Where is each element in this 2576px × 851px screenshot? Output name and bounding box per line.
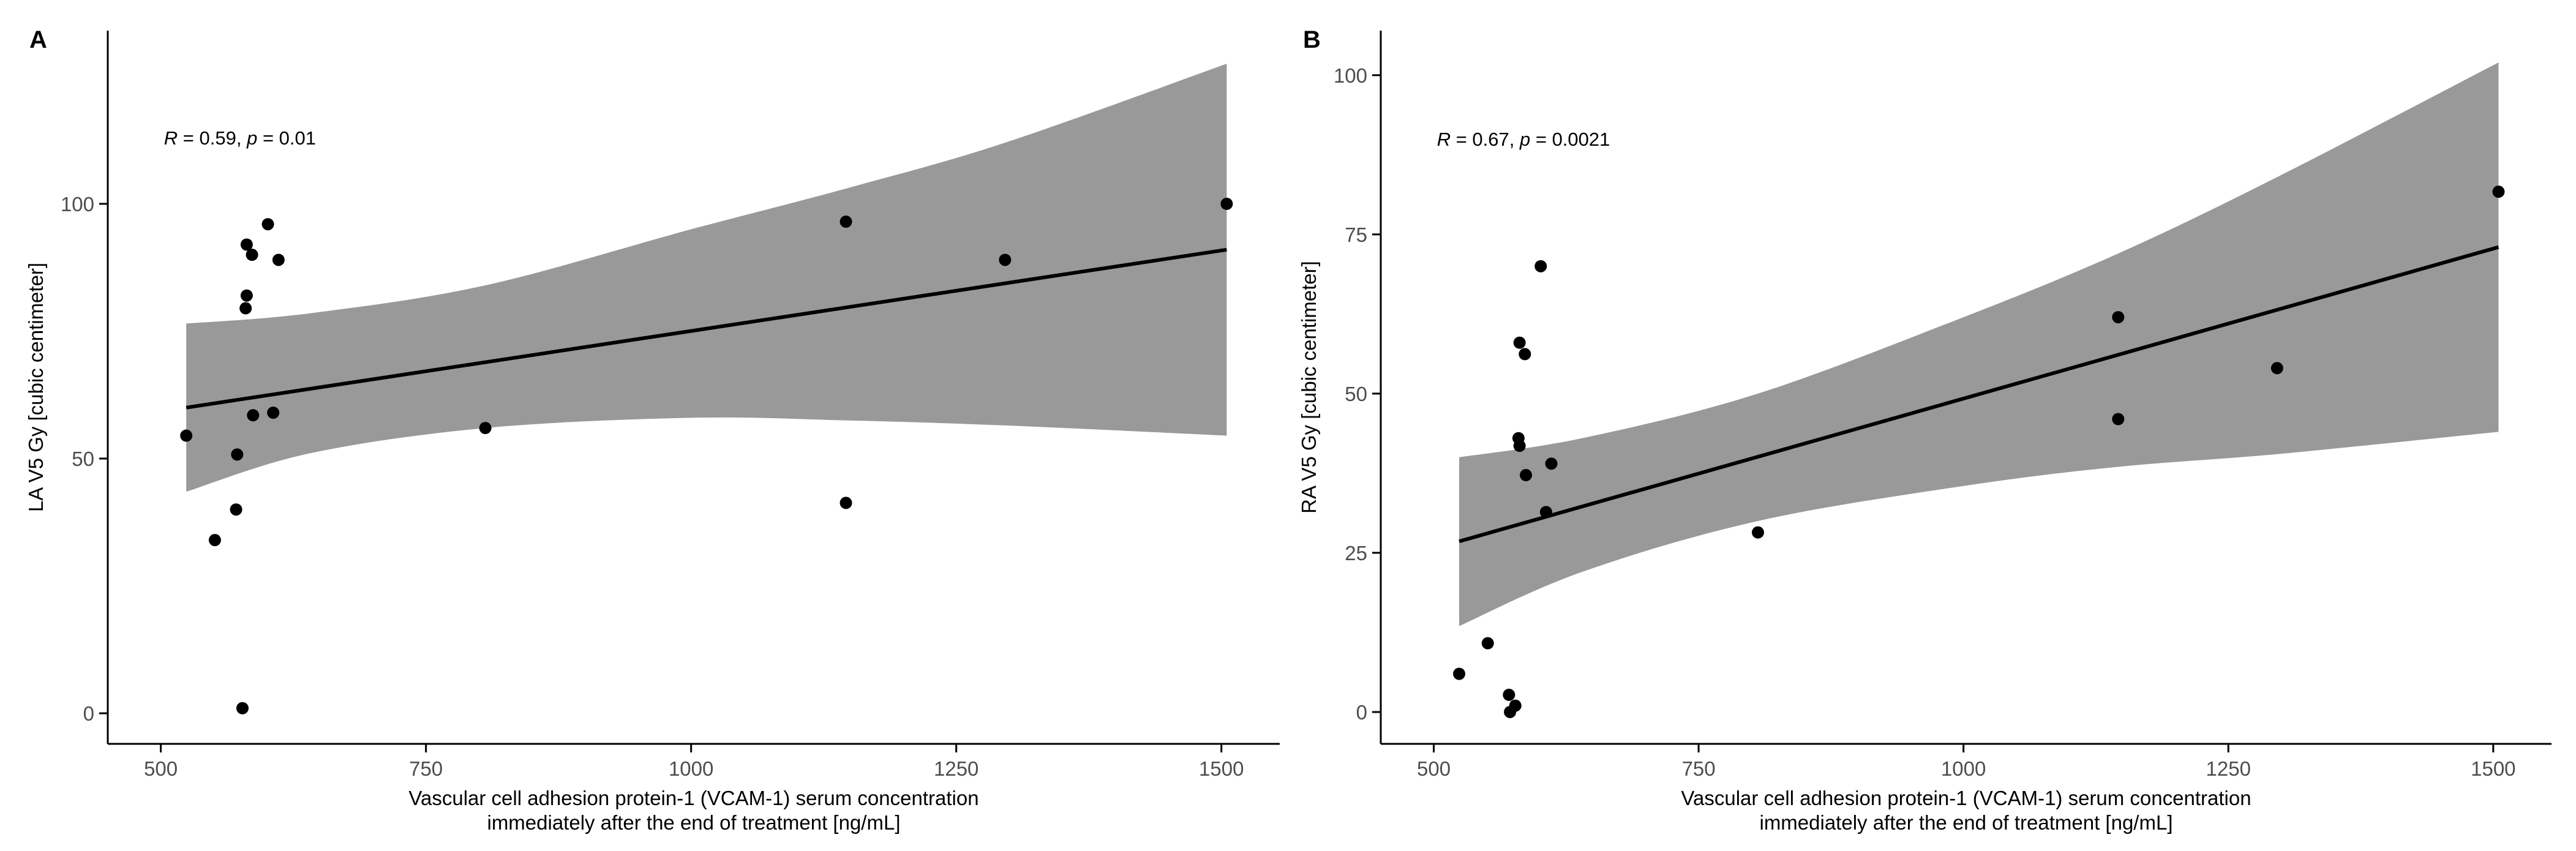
panel-a-data-point-9: [247, 409, 260, 422]
panel-a-confidence-band: [186, 64, 1227, 492]
panel-a-x-axis-title-line2: immediately after the end of treatment […: [487, 811, 900, 834]
panel-b: B 500 750 1000 1250 1500 0 25 50 75 100 R = 0.67,…: [1297, 26, 2552, 834]
panel-a-point-layer: [180, 197, 1233, 714]
panel-a-fit-layer: [186, 247, 1227, 410]
panel-a-data-point-4: [236, 702, 249, 714]
panel-a-x-tick-label-4: 1500: [1199, 757, 1244, 780]
panel-a-data-point-2: [230, 503, 242, 516]
panel-b-y-tick-label-0: 0: [1356, 701, 1367, 724]
panel-a-data-point-10: [261, 218, 274, 231]
panel-a-data-point-13: [479, 422, 492, 435]
panel-b-y-tick-label-3: 75: [1345, 223, 1367, 246]
panel-a-data-point-7: [240, 238, 253, 251]
panel-b-data-point-9: [1520, 469, 1533, 482]
panel-b-x-tick-label-2: 1000: [1941, 757, 1986, 780]
panel-a-regression-line: [186, 247, 1227, 410]
panel-b-point-layer: [1453, 186, 2505, 718]
panel-b-axis-layer: 500 750 1000 1250 1500 0 25 50 75 100: [1334, 31, 2552, 780]
panel-a-data-point-5: [239, 302, 252, 315]
panel-a-data-point-17: [1220, 197, 1233, 210]
panel-b-data-point-4: [1509, 699, 1522, 712]
panel-b-fit-layer: [1459, 245, 2499, 544]
panel-a-axis-layer: 500 750 1000 1250 1500 0 50 100: [61, 31, 1280, 780]
panel-b-data-point-1: [1481, 637, 1494, 650]
panel-b-x-tick-label-3: 1250: [2206, 757, 2251, 780]
panel-b-x-axis-title-line1: Vascular cell adhesion protein-1 (VCAM-1…: [1681, 787, 2251, 809]
panel-b-x-tick-label-0: 500: [1417, 757, 1451, 780]
panel-a-x-axis-title-line1: Vascular cell adhesion protein-1 (VCAM-1…: [408, 787, 978, 809]
panel-a-x-tick-label-1: 750: [409, 757, 443, 780]
panel-b-y-axis-title: RA V5 Gy [cubic centimeter]: [1297, 261, 1320, 514]
panel-b-y-tick-label-1: 25: [1345, 542, 1367, 564]
panel-b-data-point-14: [2112, 311, 2125, 324]
panel-a-y-tick-label-1: 50: [72, 448, 94, 470]
panel-b-data-point-17: [2492, 186, 2505, 198]
panel-b-correlation-label: R = 0.67, p = 0.0021: [1437, 129, 1610, 150]
panel-b-data-point-16: [2270, 362, 2283, 375]
panel-b-y-tick-label-2: 50: [1345, 383, 1367, 405]
panel-a-data-point-16: [999, 253, 1012, 266]
panel-a-x-tick-label-0: 500: [144, 757, 178, 780]
panel-b-x-tick-label-4: 1500: [2471, 757, 2515, 780]
panel-a-data-point-12: [272, 253, 285, 266]
panel-b-x-tick-label-1: 750: [1682, 757, 1716, 780]
panel-b-data-point-12: [1545, 457, 1558, 470]
panel-a-data-point-6: [240, 289, 253, 302]
panel-b-data-point-13: [1751, 526, 1764, 539]
panel-b-data-point-2: [1503, 688, 1515, 701]
panel-a-data-point-1: [208, 534, 221, 547]
panel-a-x-tick-label-3: 1250: [934, 757, 978, 780]
panel-a-x-tick-label-2: 1000: [669, 757, 713, 780]
panel-a-y-tick-label-2: 100: [61, 193, 94, 216]
panel-a-band-layer: [186, 64, 1227, 492]
panel-b-data-point-10: [1534, 260, 1547, 272]
panel-b-data-point-0: [1453, 667, 1466, 680]
panel-a-correlation-label: R = 0.59, p = 0.01: [164, 127, 316, 149]
panel-b-band-layer: [1459, 62, 2499, 626]
panel-b-confidence-band: [1459, 62, 2499, 626]
panel-a-data-point-3: [231, 448, 244, 461]
panel-a-data-point-0: [180, 429, 193, 442]
panel-a-data-point-8: [246, 249, 258, 261]
panel-b-data-point-8: [1519, 348, 1531, 361]
panel-a-data-point-11: [267, 407, 280, 419]
panel-a-data-point-14: [839, 216, 852, 228]
panel-a-y-axis-title: LA V5 Gy [cubic centimeter]: [24, 263, 47, 512]
panel-b-data-point-7: [1513, 440, 1526, 452]
panel-b-data-point-15: [2112, 413, 2125, 426]
panel-b-x-axis-title-line2: immediately after the end of treatment […: [1759, 811, 2172, 834]
panel-b-y-tick-label-4: 100: [1334, 64, 1367, 87]
panel-b-data-point-6: [1513, 336, 1526, 349]
panel-a-label: A: [29, 26, 47, 53]
panel-b-data-point-11: [1539, 506, 1552, 519]
panel-a: A 500 750 1000 1250 1500 0 50 100 R = 0.59, p =…: [24, 26, 1280, 834]
panel-b-label: B: [1303, 26, 1321, 53]
panel-b-regression-line: [1459, 245, 2499, 544]
panel-a-y-tick-label-0: 0: [83, 702, 94, 725]
panel-a-data-point-15: [839, 497, 852, 509]
